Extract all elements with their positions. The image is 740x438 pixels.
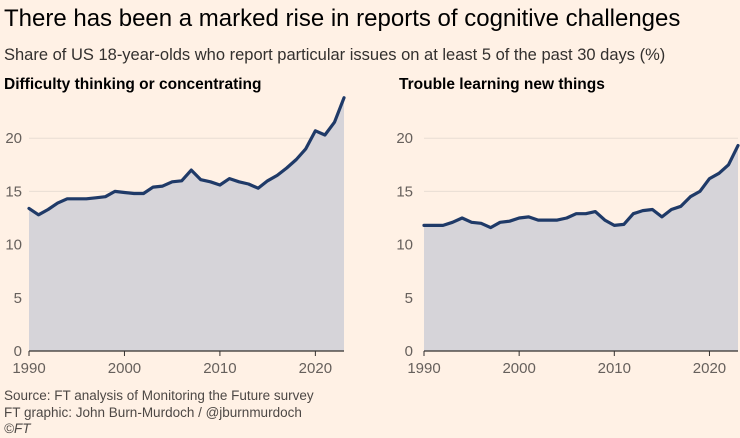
ft-copyright: ©FT (4, 421, 31, 436)
chart-title: There has been a marked rise in reports … (4, 5, 681, 32)
y-tick-label-concentrating: 15 (5, 183, 22, 200)
x-tick-label-concentrating: 1990 (12, 360, 45, 377)
panel-title-concentrating: Difficulty thinking or concentrating (4, 76, 262, 93)
x-tick-label-learning: 1990 (407, 360, 440, 377)
chart-subtitle: Share of US 18-year-olds who report part… (4, 46, 666, 64)
x-tick-label-learning: 2020 (693, 360, 726, 377)
y-tick-label-learning: 20 (396, 130, 413, 147)
area-concentrating (29, 97, 344, 351)
source-note: Source: FT analysis of Monitoring the Fu… (4, 388, 314, 403)
y-tick-label-concentrating: 10 (5, 237, 22, 254)
x-tick-label-concentrating: 2000 (108, 360, 141, 377)
panel-title-learning: Trouble learning new things (399, 76, 605, 93)
y-tick-label-learning: 5 (405, 290, 413, 307)
series-line-learning (422, 144, 740, 230)
x-tick-label-learning: 2010 (598, 360, 631, 377)
y-tick-label-concentrating: 5 (14, 290, 22, 307)
y-tick-label-concentrating: 20 (5, 130, 22, 147)
graphic-credit: FT graphic: John Burn-Murdoch / @jburnmu… (4, 405, 302, 420)
x-tick-label-concentrating: 2010 (203, 360, 236, 377)
y-tick-label-learning: 10 (396, 237, 413, 254)
y-tick-label-learning: 0 (405, 343, 413, 360)
series-line-concentrating (27, 96, 346, 217)
x-tick-label-concentrating: 2020 (299, 360, 332, 377)
area-learning (424, 145, 738, 351)
x-tick-label-learning: 2000 (502, 360, 535, 377)
y-tick-label-concentrating: 0 (14, 343, 22, 360)
y-tick-label-learning: 15 (396, 183, 413, 200)
